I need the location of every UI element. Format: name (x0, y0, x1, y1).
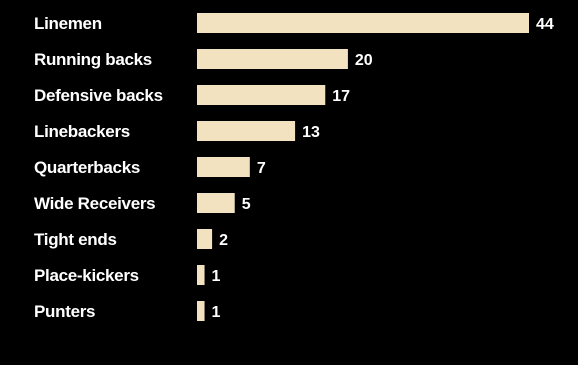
value-label-defensive-backs: 17 (332, 88, 350, 105)
bar-defensive-backs (197, 85, 326, 105)
bar-row-linemen: Linemen 44 (34, 13, 554, 33)
value-label-wide-receivers: 5 (242, 196, 251, 213)
bar-tight-ends (197, 229, 213, 249)
value-label-linebackers: 13 (302, 124, 320, 141)
bar-row-place-kickers: Place-kickers 1 (34, 265, 221, 285)
bar-row-linebackers: Linebackers 13 (34, 121, 320, 141)
category-label-defensive-backs: Defensive backs (34, 86, 163, 105)
bar-row-tight-ends: Tight ends 2 (34, 229, 228, 249)
category-label-running-backs: Running backs (34, 50, 152, 69)
value-label-running-backs: 20 (355, 52, 373, 69)
bar-linebackers (197, 121, 296, 141)
bar-row-quarterbacks: Quarterbacks 7 (34, 157, 266, 177)
category-label-tight-ends: Tight ends (34, 230, 117, 249)
bar-linemen (197, 13, 529, 33)
category-label-place-kickers: Place-kickers (34, 266, 139, 285)
value-label-tight-ends: 2 (219, 232, 228, 249)
bar-row-punters: Punters 1 (34, 301, 221, 321)
category-label-wide-receivers: Wide Receivers (34, 194, 155, 213)
category-label-punters: Punters (34, 302, 95, 321)
value-label-punters: 1 (212, 304, 221, 321)
bar-row-wide-receivers: Wide Receivers 5 (34, 193, 251, 213)
value-label-linemen: 44 (536, 16, 554, 33)
chart-panel: Linemen 44 Running backs 20 Defensive backs 1… (8, 0, 570, 362)
bar-chart: Linemen 44 Running backs 20 Defensive backs 1… (34, 13, 554, 321)
category-label-quarterbacks: Quarterbacks (34, 158, 140, 177)
value-label-quarterbacks: 7 (257, 160, 266, 177)
bar-row-defensive-backs: Defensive backs 17 (34, 85, 350, 105)
value-label-place-kickers: 1 (212, 268, 221, 285)
category-label-linebackers: Linebackers (34, 122, 130, 141)
bar-quarterbacks (197, 157, 250, 177)
bar-wide-receivers (197, 193, 235, 213)
bar-running-backs (197, 49, 348, 69)
bar-row-running-backs: Running backs 20 (34, 49, 373, 69)
bar-punters (197, 301, 205, 321)
category-label-linemen: Linemen (34, 14, 102, 33)
bar-place-kickers (197, 265, 205, 285)
